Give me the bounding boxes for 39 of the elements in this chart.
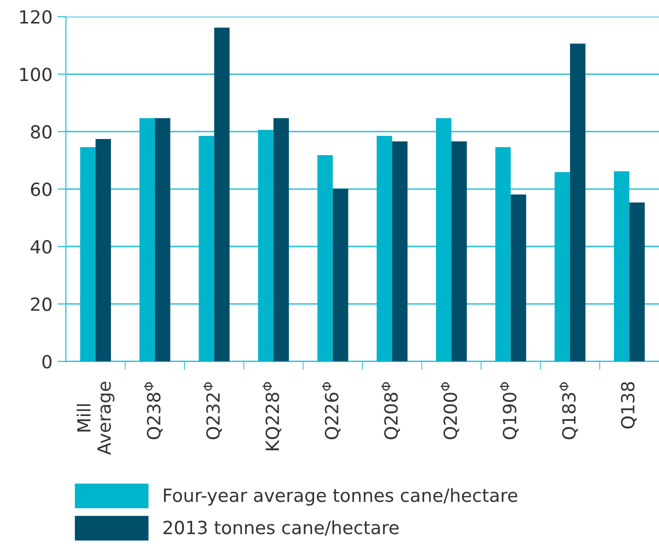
bar <box>317 155 333 362</box>
y-tick-label: 60 <box>30 182 52 196</box>
bar <box>614 171 630 362</box>
bar <box>451 141 467 362</box>
bar <box>214 28 230 362</box>
bar <box>495 147 511 362</box>
bar <box>154 118 170 362</box>
bar <box>332 188 348 362</box>
bar <box>510 194 526 362</box>
bar <box>629 202 645 362</box>
bar <box>554 172 570 362</box>
legend-label: Four-year average tonnes cane/hectare <box>164 488 518 506</box>
x-tick-label: Q208$^{Φ}$ <box>381 382 400 440</box>
legend-label: 2013 tonnes cane/hectare <box>164 520 399 536</box>
x-tick-label: Q183$^{Φ}$ <box>559 382 578 440</box>
x-tick-label: Q138 <box>620 382 637 429</box>
bar <box>392 141 408 362</box>
y-tick-label: 20 <box>31 297 52 312</box>
bar <box>273 118 289 362</box>
x-tick-label: Q200$^{Φ}$ <box>440 382 460 440</box>
x-tick-label: Q232$^{Φ}$ <box>203 382 222 440</box>
bar <box>80 147 96 362</box>
y-tick-label: 80 <box>30 125 52 139</box>
bar <box>198 136 214 362</box>
x-tick-label: KQ228$^{Φ}$ <box>262 382 282 450</box>
y-tick-label: 0 <box>42 354 52 369</box>
bar <box>139 118 155 362</box>
y-tick-label: 100 <box>20 68 52 82</box>
x-tick-label: Q190$^{Φ}$ <box>500 382 518 440</box>
bar <box>570 44 586 362</box>
x-tick-label: Q226$^{Φ}$ <box>322 382 341 440</box>
x-tick-label: Mill Average <box>76 382 114 455</box>
x-tick-label: Q238$^{Φ}$ <box>144 382 163 440</box>
bar <box>258 130 274 362</box>
bar <box>436 118 452 362</box>
bar <box>376 136 392 362</box>
bar <box>96 139 111 362</box>
y-tick-label: 40 <box>30 240 52 254</box>
y-tick-label: 120 <box>20 10 52 24</box>
